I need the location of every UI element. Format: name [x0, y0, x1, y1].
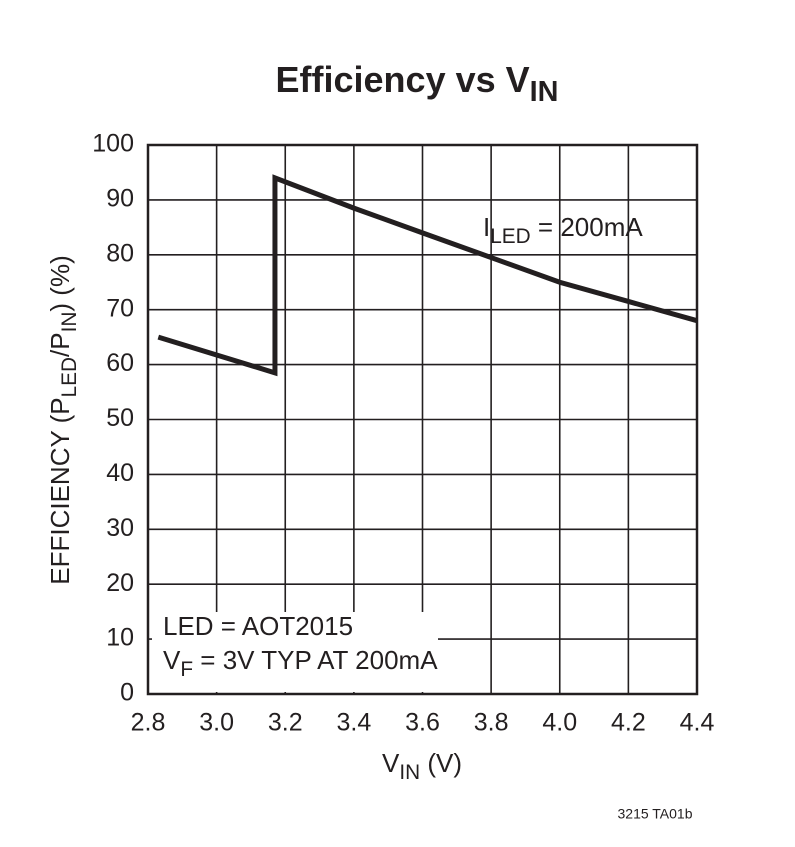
annotation-part: F	[180, 657, 193, 680]
chart-title-part: Efficiency vs V	[276, 59, 530, 100]
y-axis-label-part: LED	[57, 357, 80, 397]
y-tick-label: 10	[106, 624, 134, 652]
x-tick-label: 3.2	[268, 709, 303, 737]
x-tick-label: 2.8	[131, 709, 166, 737]
x-tick-label: 4.0	[542, 709, 577, 737]
x-axis-label: VIN (V)	[382, 748, 462, 783]
annotation-part: V	[163, 645, 181, 675]
y-tick-label: 30	[106, 514, 134, 542]
y-tick-label: 90	[106, 185, 134, 213]
y-tick-label: 20	[106, 569, 134, 597]
x-tick-label: 4.4	[680, 709, 715, 737]
y-tick-label: 0	[120, 679, 134, 707]
plot-frame	[146, 143, 699, 696]
annotation-part: LED	[490, 224, 530, 247]
y-tick-label: 100	[92, 130, 134, 158]
y-tick-label: 70	[106, 294, 134, 322]
y-tick-label: 80	[106, 239, 134, 267]
x-tick-label: 3.4	[336, 709, 371, 737]
y-axis-label-part: EFFICIENCY (P	[45, 397, 75, 584]
y-axis-label-part: ) (%)	[45, 255, 75, 311]
annotation-part: = 3V TYP AT 200mA	[193, 645, 438, 675]
y-axis-label-part: /P	[45, 332, 75, 357]
y-tick-label: 40	[106, 459, 134, 487]
chart-title: Efficiency vs VIN	[276, 59, 559, 108]
x-axis-label-part: V	[382, 748, 400, 778]
data-line	[157, 174, 698, 377]
x-tick-label: 3.6	[405, 709, 440, 737]
annotation: VF = 3V TYP AT 200mA	[163, 645, 438, 680]
x-tick-label: 3.0	[199, 709, 234, 737]
annotation-box	[152, 612, 438, 692]
annotation: LED = AOT2015	[163, 611, 353, 641]
y-tick-label: 60	[106, 349, 134, 377]
y-axis-label: EFFICIENCY (PLED/PIN) (%)	[45, 255, 80, 585]
y-axis-label-part: IN	[57, 312, 80, 333]
annotation-part: LED = AOT2015	[163, 611, 353, 641]
annotation-part: I	[483, 212, 490, 242]
chart-title-part: IN	[530, 75, 559, 107]
footnote: 3215 TA01b	[618, 806, 693, 822]
annotation: ILED = 200mA	[483, 212, 643, 247]
x-axis-label-part: IN	[399, 760, 420, 783]
y-tick-label: 50	[106, 404, 134, 432]
x-axis-label-part: (V)	[420, 748, 462, 778]
annotation-part: = 200mA	[531, 212, 644, 242]
x-tick-label: 4.2	[611, 709, 646, 737]
x-tick-label: 3.8	[474, 709, 509, 737]
